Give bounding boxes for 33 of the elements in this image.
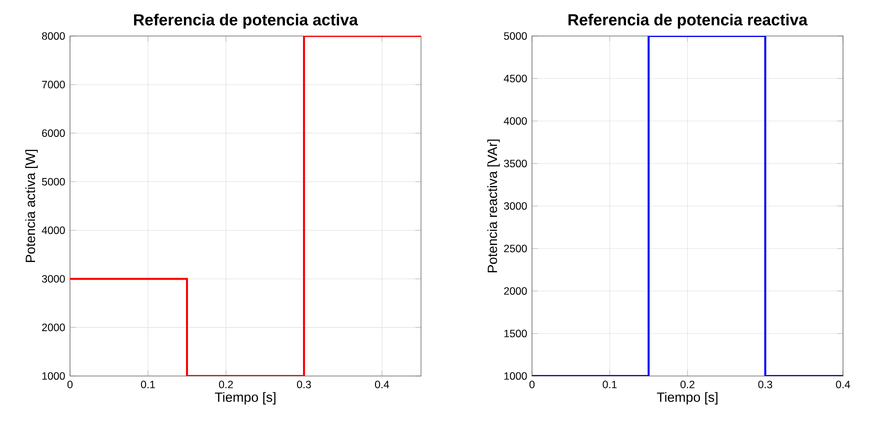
y-axis-title: Potencia reactiva [VAr]	[487, 140, 500, 272]
y-tick-label: 6000	[42, 129, 65, 137]
x-tick-label: 0	[67, 380, 73, 388]
y-tick-label: 4000	[504, 117, 527, 125]
x-tick-label: 0.1	[141, 380, 155, 388]
chart-title: Referencia de potencia activa	[134, 14, 358, 29]
x-tick-label: 0.1	[602, 380, 617, 388]
x-axis-title: Tiempo [s]	[656, 392, 718, 405]
x-tick-label: 0.3	[758, 380, 772, 388]
x-tick-label: 0.3	[297, 380, 311, 388]
y-tick-label: 4500	[504, 74, 527, 82]
y-tick-label: 3500	[504, 160, 527, 168]
y-tick-label: 1500	[504, 330, 527, 338]
chart-title: Referencia de potencia reactiva	[568, 14, 808, 29]
x-tick-label: 0	[529, 380, 535, 388]
y-tick-label: 4000	[42, 226, 65, 234]
y-tick-label: 2000	[42, 324, 65, 332]
y-axis-title: Potencia activa [W]	[25, 150, 38, 262]
y-tick-label: 8000	[42, 32, 65, 40]
y-tick-label: 3000	[504, 202, 527, 210]
x-tick-label: 0.2	[680, 380, 694, 388]
y-tick-label: 7000	[42, 80, 65, 88]
y-tick-label: 1000	[504, 372, 527, 380]
x-tick-label: 0.4	[375, 380, 390, 388]
y-tick-label: 3000	[42, 275, 65, 283]
y-tick-label: 2000	[504, 287, 527, 295]
y-tick-label: 1000	[42, 372, 65, 380]
y-tick-label: 2500	[504, 244, 527, 252]
y-tick-label: 5000	[504, 32, 527, 40]
x-axis-title: Tiempo [s]	[214, 392, 276, 405]
x-tick-label: 0.4	[836, 380, 850, 388]
y-tick-label: 5000	[42, 178, 65, 186]
x-tick-label: 0.2	[219, 380, 233, 388]
